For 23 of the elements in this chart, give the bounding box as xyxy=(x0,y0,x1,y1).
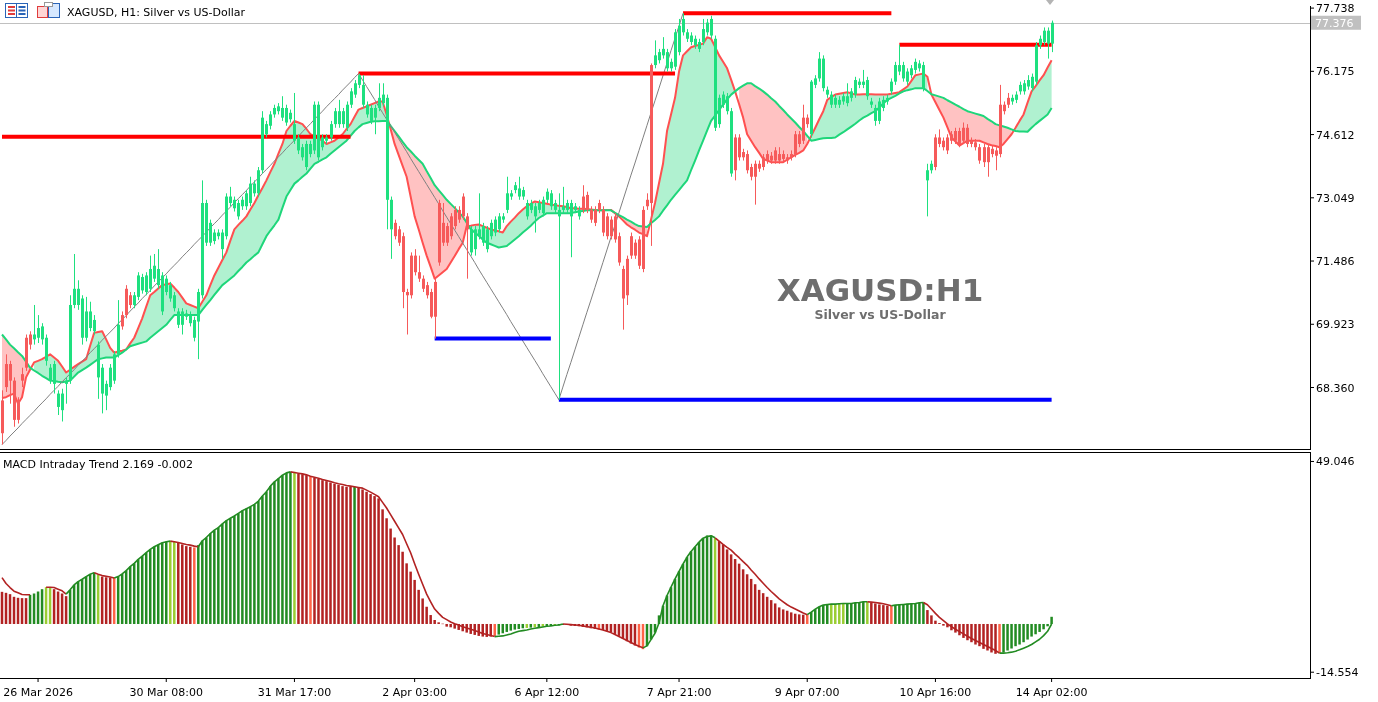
x-tick-label: 10 Apr 16:00 xyxy=(899,685,972,699)
x-tick-label: 31 Mar 17:00 xyxy=(257,685,332,699)
x-tick-label: 7 Apr 21:00 xyxy=(646,685,712,699)
annotation: Silver vs US-Dollar xyxy=(814,306,947,322)
annotation: XAGUSD:H1 xyxy=(776,272,984,308)
y-tick-label: 68.360 xyxy=(1316,381,1355,395)
y-tick-label: -14.554 xyxy=(1316,665,1359,679)
text: MACD Intraday Trend 2.169 -0.002 xyxy=(3,457,194,471)
x-tick-label: 9 Apr 07:00 xyxy=(774,685,840,699)
ref-line-label: 77.376 xyxy=(1315,16,1354,30)
y-tick-label: 73.049 xyxy=(1316,191,1355,205)
y-tick-label: 77.738 xyxy=(1316,1,1355,15)
y-tick-label: 49.046 xyxy=(1316,454,1355,468)
x-tick-label: 30 Mar 08:00 xyxy=(129,685,203,699)
y-tick-label: 71.486 xyxy=(1316,254,1355,268)
y-tick-label: 74.612 xyxy=(1316,128,1355,142)
x-tick-label: 14 Apr 02:00 xyxy=(1015,685,1088,699)
x-tick-label: 6 Apr 12:00 xyxy=(514,685,580,699)
x-tick-label: 2 Apr 03:00 xyxy=(382,685,447,699)
y-tick-label: 69.923 xyxy=(1316,317,1355,331)
y-tick-label: 76.175 xyxy=(1316,64,1355,78)
x-tick-label: 26 Mar 2026 xyxy=(3,685,73,699)
chart-title: XAGUSD, H1: Silver vs US-Dollar xyxy=(67,5,246,19)
